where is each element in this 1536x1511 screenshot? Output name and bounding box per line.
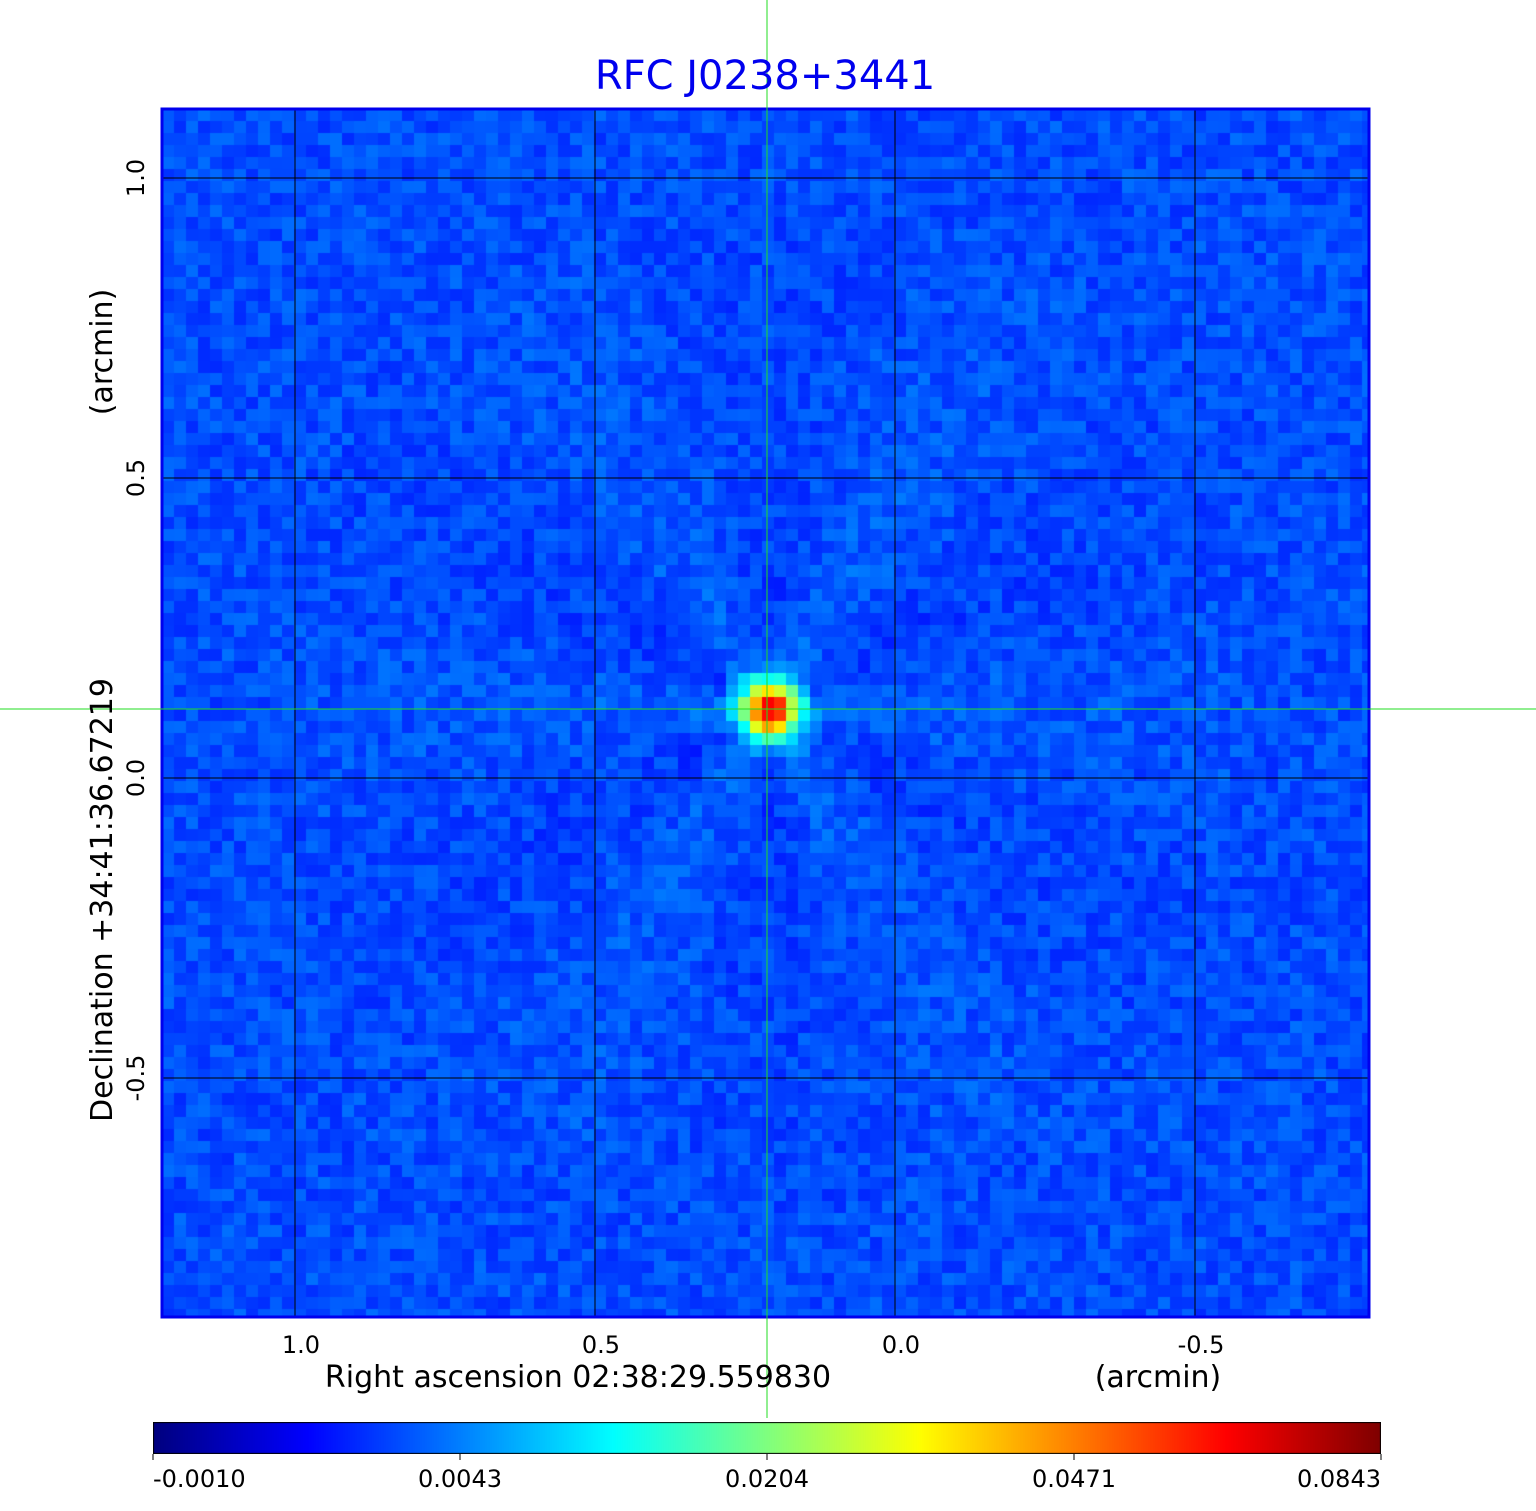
- y-tick-label: 1.0: [122, 159, 150, 197]
- x-tick-label: 0.5: [582, 1331, 620, 1359]
- y-axis-label: Declination +34:41:36.67219: [85, 678, 120, 1122]
- colorbar: [153, 1422, 1381, 1454]
- x-tick-label: 0.0: [882, 1331, 920, 1359]
- x-tick-label: -0.5: [1178, 1331, 1225, 1359]
- sky-image: [162, 109, 1369, 1317]
- colorbar-tick-label: 0.0471: [1032, 1465, 1116, 1493]
- chart-title: RFC J0238+3441: [595, 53, 935, 99]
- y-axis-unit: (arcmin): [85, 289, 120, 416]
- colorbar-tick-label: 0.0043: [418, 1465, 502, 1493]
- colorbar-tick-label: 0.0843: [1297, 1465, 1381, 1493]
- colorbar-tick-label: -0.0010: [153, 1465, 246, 1493]
- x-tick-label: 1.0: [282, 1331, 320, 1359]
- x-axis-label: Right ascension 02:38:29.559830: [325, 1360, 831, 1395]
- y-tick-label: 0.0: [122, 759, 150, 797]
- colorbar-tick-label: 0.0204: [725, 1465, 809, 1493]
- x-axis-unit: (arcmin): [1095, 1360, 1222, 1395]
- y-tick-label: -0.5: [122, 1055, 150, 1102]
- plot-frame: [160, 107, 1371, 1319]
- y-tick-label: 0.5: [122, 459, 150, 497]
- grid: [162, 109, 1369, 1317]
